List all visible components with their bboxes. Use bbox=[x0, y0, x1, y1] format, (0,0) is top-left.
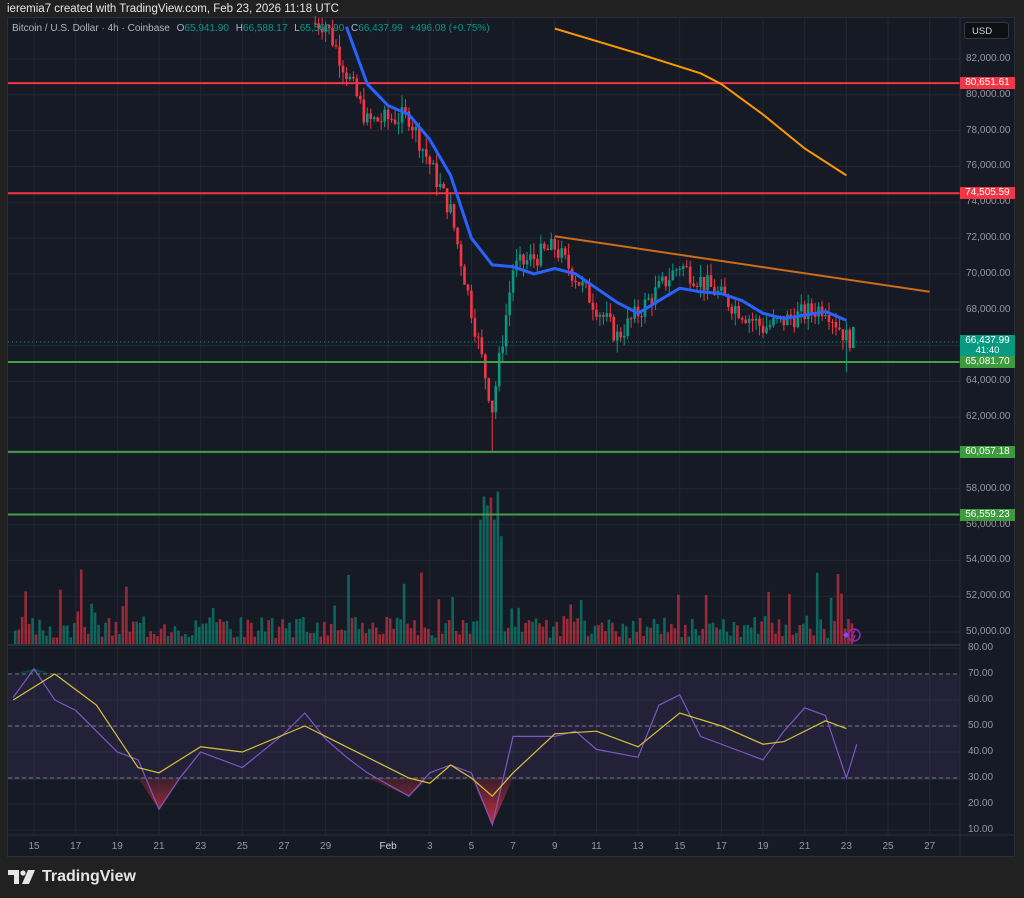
y-tick-label: 62,000.00 bbox=[966, 411, 1011, 423]
y-tick-label: 58,000.00 bbox=[966, 482, 1011, 494]
x-tick-label: 19 bbox=[757, 841, 769, 852]
rsi-tick-label: 70.00 bbox=[968, 668, 994, 679]
x-tick-label: 27 bbox=[924, 841, 936, 852]
y-tick-label: 68,000.00 bbox=[966, 303, 1011, 315]
x-tick-label: 9 bbox=[551, 841, 558, 852]
currency-button[interactable]: USD bbox=[964, 22, 1009, 39]
chart-panel[interactable] bbox=[7, 17, 1015, 857]
rsi-tick-label: 20.00 bbox=[968, 798, 994, 809]
open-value: 65,941.90 bbox=[184, 23, 229, 34]
x-tick-label: 13 bbox=[632, 841, 644, 852]
x-tick-label: 25 bbox=[882, 841, 894, 852]
rsi-tick-label: 80.00 bbox=[968, 642, 994, 653]
y-tick-label: 56,000.00 bbox=[966, 518, 1011, 530]
rsi-tick-label: 50.00 bbox=[968, 720, 994, 731]
resistance-level-tag: 74,505.59 bbox=[960, 187, 1015, 200]
x-tick-label: 17 bbox=[715, 841, 727, 852]
rsi-tick-label: 40.00 bbox=[968, 746, 994, 757]
rsi-tick-label: 60.00 bbox=[968, 694, 994, 705]
x-tick-label: 25 bbox=[236, 841, 248, 852]
y-tick-label: 50,000.00 bbox=[966, 626, 1011, 637]
support-level-tag: 65,081.70 bbox=[960, 355, 1015, 368]
x-tick-label: 11 bbox=[591, 841, 602, 852]
low-value: 65,560.90 bbox=[299, 23, 345, 34]
high-value: 66,588.17 bbox=[242, 23, 288, 34]
x-tick-label: 23 bbox=[840, 841, 852, 852]
x-tick-label: 21 bbox=[153, 841, 165, 852]
symbol-title: Bitcoin / U.S. Dollar · 4h · Coinbase bbox=[12, 23, 170, 34]
y-tick-label: 78,000.00 bbox=[966, 124, 1011, 136]
x-tick-label: 23 bbox=[195, 841, 207, 852]
y-tick-label: 54,000.00 bbox=[966, 554, 1011, 566]
tradingview-brand: TradingView bbox=[42, 868, 136, 885]
x-tick-label: 7 bbox=[510, 841, 516, 852]
x-tick-label: 17 bbox=[70, 841, 82, 852]
x-tick-label: 19 bbox=[111, 841, 123, 852]
tradingview-logo-icon bbox=[8, 870, 35, 884]
y-tick-label: 70,000.00 bbox=[966, 267, 1011, 279]
support-level-tag: 56,559.23 bbox=[960, 508, 1015, 521]
rsi-tick-label: 10.00 bbox=[968, 824, 994, 835]
x-tick-label: 27 bbox=[278, 841, 290, 852]
y-tick-label: 80,000.00 bbox=[966, 88, 1011, 100]
last-price-tag: 66,437.99 41:40 bbox=[960, 335, 1015, 356]
close-value: 66,437.99 bbox=[358, 23, 403, 34]
resistance-level-tag: 80,651.61 bbox=[960, 77, 1015, 90]
y-tick-label: 52,000.00 bbox=[966, 590, 1011, 602]
x-tick-label: 15 bbox=[674, 841, 686, 852]
tradingview-logo[interactable]: TradingView bbox=[8, 868, 136, 886]
x-tick-label: 5 bbox=[468, 841, 475, 852]
ohlc-legend: Bitcoin / U.S. Dollar · 4h · Coinbase O6… bbox=[12, 23, 490, 34]
x-tick-label: 3 bbox=[426, 841, 433, 852]
y-tick-label: 76,000.00 bbox=[966, 160, 1011, 172]
x-tick-label: 29 bbox=[320, 841, 332, 852]
support-level-tag: 60,057.18 bbox=[960, 445, 1015, 458]
y-tick-label: 82,000.00 bbox=[966, 53, 1011, 64]
y-tick-label: 74,000.00 bbox=[966, 196, 1011, 208]
x-tick-label: 15 bbox=[28, 841, 40, 852]
x-tick-label: Feb bbox=[379, 841, 397, 852]
y-tick-label: 64,000.00 bbox=[966, 375, 1011, 387]
rsi-tick-label: 30.00 bbox=[968, 772, 994, 783]
y-tick-label: 72,000.00 bbox=[966, 232, 1011, 244]
chart-credit: ieremia7 created with TradingView.com, F… bbox=[7, 3, 339, 15]
change-value: +496.08 (+0.75%) bbox=[409, 23, 490, 34]
x-tick-label: 21 bbox=[799, 841, 811, 852]
